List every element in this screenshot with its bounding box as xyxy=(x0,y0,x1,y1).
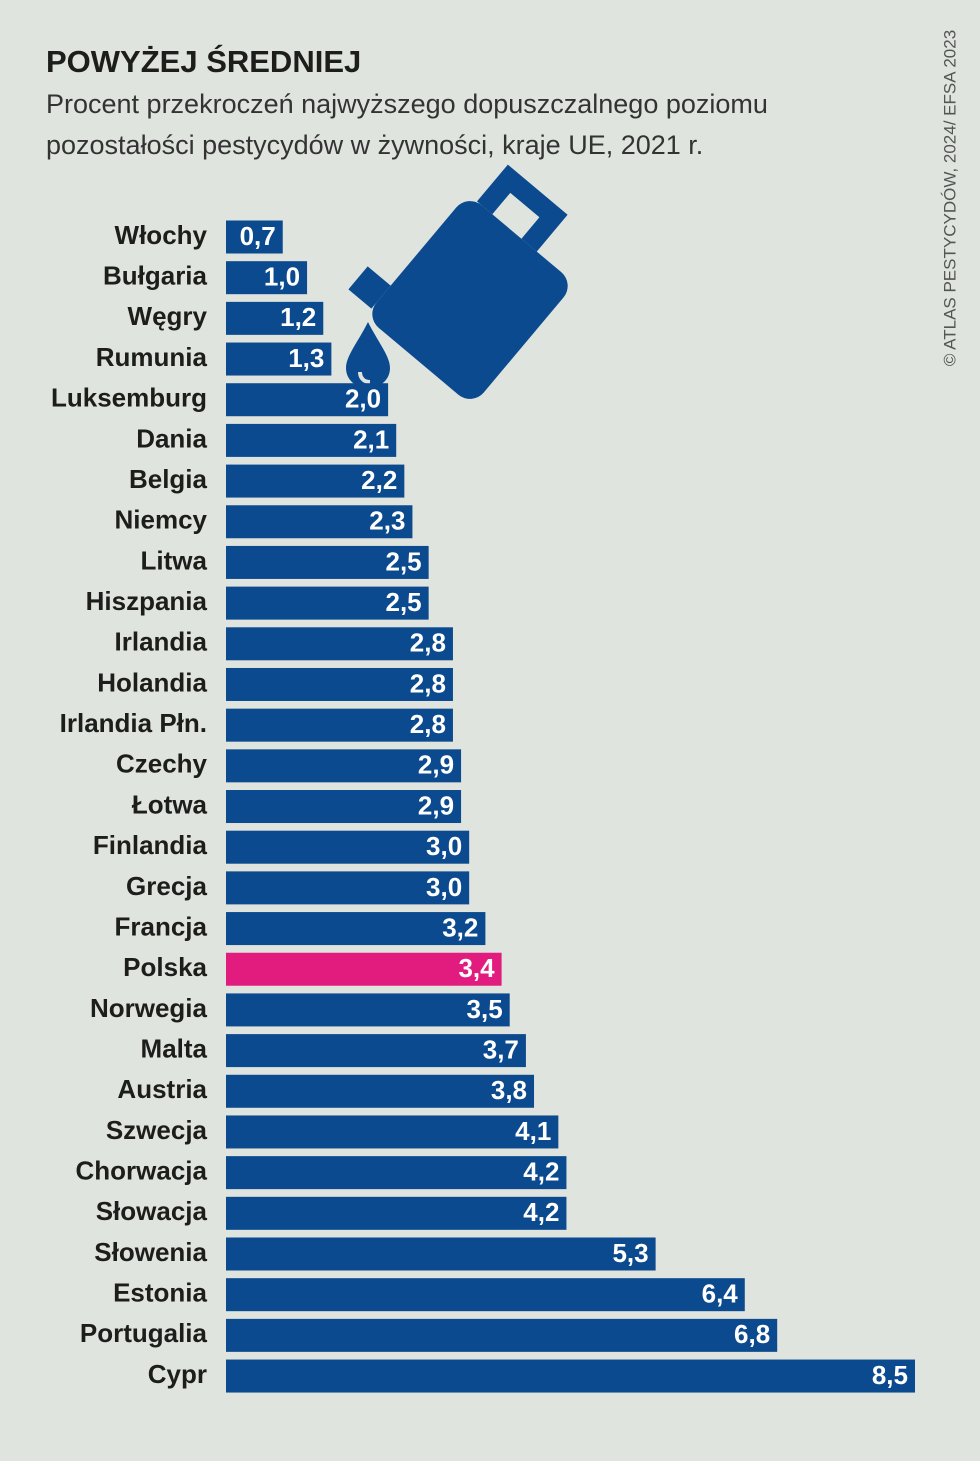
category-label: Luksemburg xyxy=(51,383,207,413)
value-label: 2,1 xyxy=(353,424,389,454)
category-label: Finlandia xyxy=(93,830,208,860)
value-label: 5,3 xyxy=(612,1238,648,1268)
bar xyxy=(226,1359,915,1393)
category-label: Norwegia xyxy=(90,993,208,1023)
category-label: Grecja xyxy=(126,871,207,901)
category-label: Estonia xyxy=(113,1278,207,1308)
value-label: 3,2 xyxy=(442,912,478,942)
bar xyxy=(226,261,308,295)
bar xyxy=(226,993,510,1027)
value-label: 2,8 xyxy=(410,628,446,658)
category-label: Słowenia xyxy=(94,1237,207,1267)
value-label: 2,9 xyxy=(418,750,454,780)
category-label: Irlandia Płn. xyxy=(60,708,207,738)
bar xyxy=(226,586,429,620)
category-label: Włochy xyxy=(115,220,208,250)
bar xyxy=(226,952,502,986)
bar xyxy=(226,1074,535,1108)
category-label: Łotwa xyxy=(132,789,208,819)
bar xyxy=(226,790,462,824)
source: © ATLAS PESTYCYDÓW, 2024/ EFSA 2023 xyxy=(940,30,959,366)
value-label: 1,3 xyxy=(288,343,324,373)
category-label: Hiszpania xyxy=(86,586,208,616)
category-label: Rumunia xyxy=(96,342,208,372)
value-label: 2,3 xyxy=(369,506,405,536)
value-label: 2,2 xyxy=(361,465,397,495)
bar xyxy=(226,1196,567,1230)
bar xyxy=(226,1278,745,1312)
value-label: 1,0 xyxy=(264,262,300,292)
value-label: 3,5 xyxy=(467,994,503,1024)
chart-title: POWYŻEJ ŚREDNIEJ xyxy=(46,43,361,79)
category-label: Holandia xyxy=(97,667,207,697)
value-label: 2,5 xyxy=(385,546,421,576)
value-label: 6,4 xyxy=(702,1279,739,1309)
value-label: 2,8 xyxy=(410,709,446,739)
category-label: Austria xyxy=(117,1074,207,1104)
value-label: 8,5 xyxy=(872,1360,908,1390)
value-label: 3,7 xyxy=(483,1034,519,1064)
category-label: Czechy xyxy=(116,749,208,779)
value-label: 3,0 xyxy=(426,831,462,861)
bar xyxy=(226,627,453,661)
value-label: 2,9 xyxy=(418,790,454,820)
bar xyxy=(226,912,486,946)
value-label: 4,2 xyxy=(523,1197,559,1227)
category-label: Szwecja xyxy=(106,1115,208,1145)
category-label: Chorwacja xyxy=(76,1156,208,1186)
bar xyxy=(226,708,453,742)
bar xyxy=(226,1156,567,1190)
bar xyxy=(226,830,470,864)
bar xyxy=(226,871,470,905)
bar xyxy=(226,220,283,254)
category-label: Bułgaria xyxy=(103,261,208,291)
bar xyxy=(226,301,324,335)
chart-subtitle: Procent przekroczeń najwyższego dopuszcz… xyxy=(46,89,768,119)
value-label: 3,4 xyxy=(458,953,495,983)
category-label: Irlandia xyxy=(115,627,208,657)
category-label: Słowacja xyxy=(96,1196,208,1226)
bar xyxy=(226,1237,656,1271)
canister-icon xyxy=(346,164,568,399)
category-label: Malta xyxy=(141,1033,208,1063)
value-label: 2,0 xyxy=(345,384,381,414)
category-label: Portugalia xyxy=(80,1318,208,1348)
bar xyxy=(226,749,462,783)
chart-subtitle: pozostałości pestycydów w żywności, kraj… xyxy=(46,130,703,160)
value-label: 0,7 xyxy=(240,221,276,251)
category-label: Dania xyxy=(136,423,207,453)
category-label: Polska xyxy=(123,952,207,982)
value-label: 3,8 xyxy=(491,1075,527,1105)
bar xyxy=(226,342,332,376)
value-label: 2,8 xyxy=(410,668,446,698)
bar xyxy=(226,1318,778,1352)
bar xyxy=(226,464,405,498)
bar xyxy=(226,667,453,701)
bar xyxy=(226,383,389,417)
category-label: Litwa xyxy=(141,545,208,575)
value-label: 3,0 xyxy=(426,872,462,902)
category-label: Cypr xyxy=(148,1359,207,1389)
bar xyxy=(226,423,397,457)
value-label: 6,8 xyxy=(734,1319,770,1349)
value-label: 1,2 xyxy=(280,302,316,332)
value-label: 2,5 xyxy=(385,587,421,617)
category-label: Belgia xyxy=(129,464,208,494)
value-label: 4,2 xyxy=(523,1157,559,1187)
bar xyxy=(226,505,413,539)
category-label: Niemcy xyxy=(115,505,208,535)
category-label: Francja xyxy=(115,911,208,941)
bar xyxy=(226,1115,559,1149)
value-label: 4,1 xyxy=(515,1116,551,1146)
category-label: Węgry xyxy=(128,301,208,331)
bar xyxy=(226,545,429,579)
bar xyxy=(226,1034,526,1068)
